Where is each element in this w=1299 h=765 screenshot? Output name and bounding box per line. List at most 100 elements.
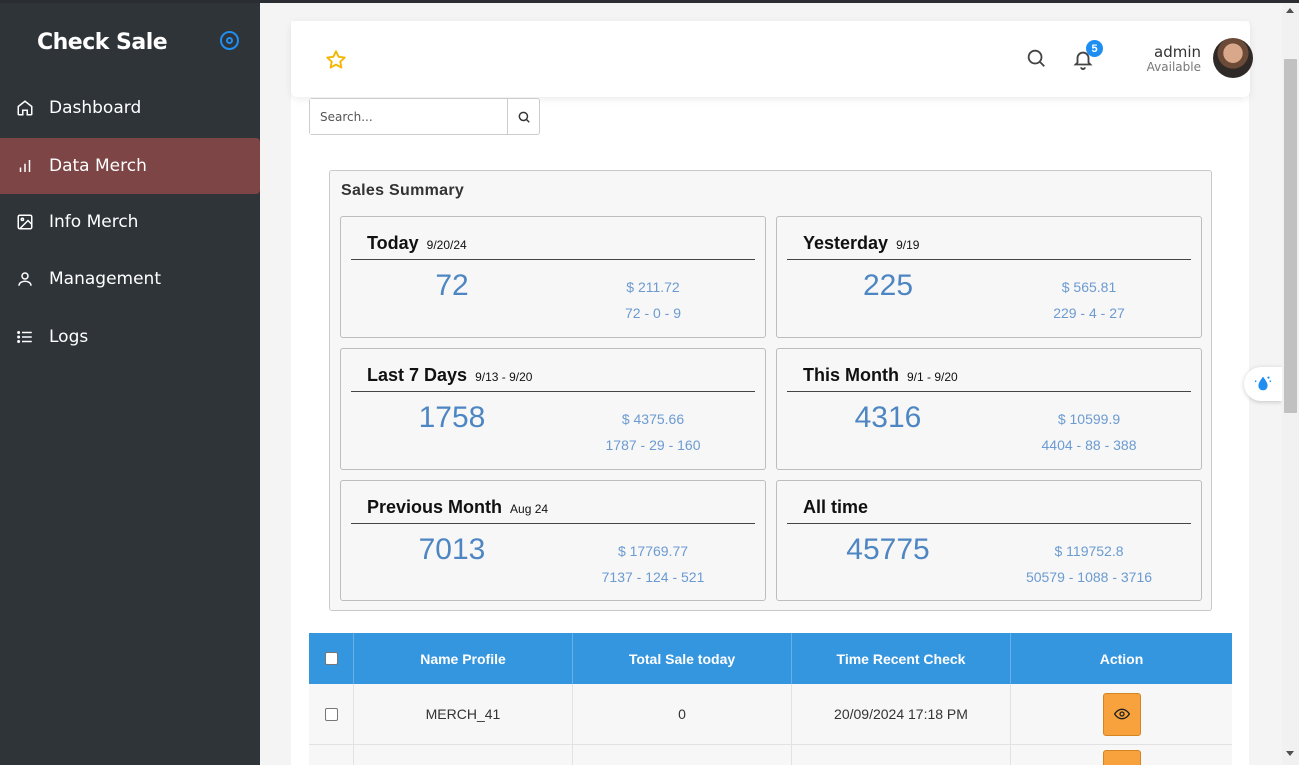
cell-name <box>354 745 573 765</box>
card-breakdown: 4404 - 88 - 388 <box>1041 437 1137 453</box>
eye-icon <box>1113 708 1130 720</box>
cell-time <box>792 745 1011 765</box>
summary-card-last-7-days: Last 7 Days 9/13 - 9/20 1758 $ 4375.66 17… <box>340 348 766 470</box>
card-header: Yesterday 9/19 <box>787 227 1191 260</box>
top-navbar: 5 admin Available <box>291 21 1253 97</box>
sidebar-item-label: Logs <box>49 327 89 347</box>
table-row <box>309 745 1232 765</box>
card-date-range: Aug 24 <box>510 502 549 516</box>
card-title-text: All time <box>803 497 869 517</box>
cell-action <box>1011 684 1232 744</box>
table-row: MERCH_41 0 20/09/2024 17:18 PM <box>309 684 1232 745</box>
card-title-text: Today <box>367 233 419 253</box>
sales-summary: Sales Summary Today 9/20/24 72 $ 211.72 7… <box>329 170 1212 611</box>
scroll-thumb[interactable] <box>1284 59 1297 413</box>
card-revenue: $ 565.81 <box>1061 279 1117 295</box>
scroll-up-arrow-icon[interactable] <box>1286 8 1294 13</box>
select-all-checkbox[interactable] <box>324 652 338 665</box>
card-revenue: $ 4375.66 <box>621 411 685 427</box>
cell-action <box>1011 745 1232 765</box>
card-header: This Month 9/1 - 9/20 <box>787 359 1191 392</box>
vertical-scrollbar[interactable] <box>1282 3 1299 765</box>
search-icon[interactable] <box>1025 47 1047 69</box>
home-icon <box>16 99 34 117</box>
user-status: Available <box>1146 60 1201 74</box>
card-title-text: Previous Month <box>367 497 503 517</box>
card-count: 1758 <box>418 401 486 434</box>
column-header-time[interactable]: Time Recent Check <box>792 633 1011 684</box>
sidebar-item-management[interactable]: Management <box>0 251 260 307</box>
search-input[interactable] <box>310 99 507 134</box>
card-count: 7013 <box>418 533 486 566</box>
card-date-range: 9/20/24 <box>426 238 467 252</box>
user-name[interactable]: admin <box>1154 43 1201 61</box>
cell-time: 20/09/2024 17:18 PM <box>792 684 1011 744</box>
theme-widget-button[interactable] <box>1244 367 1282 401</box>
card-breakdown: 229 - 4 - 27 <box>1053 305 1125 321</box>
card-header: All time <box>787 491 1191 524</box>
card-title: Today 9/20/24 <box>367 233 467 254</box>
table-header: Name Profile Total Sale today Time Recen… <box>309 633 1232 684</box>
bar-chart-icon <box>16 157 34 175</box>
card-count: 45775 <box>846 533 930 566</box>
card-revenue: $ 211.72 <box>626 279 680 295</box>
scroll-down-arrow-icon[interactable] <box>1286 751 1294 756</box>
summary-card-today: Today 9/20/24 72 $ 211.72 72 - 0 - 9 <box>340 216 766 338</box>
card-title: This Month 9/1 - 9/20 <box>803 365 958 386</box>
user-icon <box>16 270 34 288</box>
summary-card-this-month: This Month 9/1 - 9/20 4316 $ 10599.9 4404… <box>776 348 1202 470</box>
card-count: 4316 <box>854 401 922 434</box>
search-button[interactable] <box>507 99 539 134</box>
summary-card-all-time: All time 45775 $ 119752.8 50579 - 1088 -… <box>776 480 1202 601</box>
card-header: Today 9/20/24 <box>351 227 755 260</box>
sidebar-toggle-icon[interactable] <box>220 31 239 50</box>
column-header-total[interactable]: Total Sale today <box>573 633 792 684</box>
card-revenue: $ 17769.77 <box>617 543 689 559</box>
view-button[interactable] <box>1102 692 1141 736</box>
window-top-border <box>0 0 1299 3</box>
sidebar-item-label: Management <box>49 269 161 289</box>
card-header: Last 7 Days 9/13 - 9/20 <box>351 359 755 392</box>
row-select-cell <box>309 684 354 744</box>
card-title-text: Last 7 Days <box>367 365 468 385</box>
card-title: Previous Month Aug 24 <box>367 497 548 518</box>
card-title: Yesterday 9/19 <box>803 233 919 254</box>
row-select-cell <box>309 745 354 765</box>
cell-total: 0 <box>573 684 792 744</box>
sidebar-item-label: Info Merch <box>49 212 139 232</box>
summary-card-previous-month: Previous Month Aug 24 7013 $ 17769.77 713… <box>340 480 766 601</box>
list-icon <box>16 328 34 346</box>
card-breakdown: 50579 - 1088 - 3716 <box>1025 569 1153 585</box>
sidebar-item-logs[interactable]: Logs <box>0 309 260 365</box>
avatar[interactable] <box>1213 38 1253 78</box>
sidebar-item-label: Data Merch <box>49 156 147 176</box>
summary-title: Sales Summary <box>341 182 465 199</box>
card-title: Last 7 Days 9/13 - 9/20 <box>367 365 532 386</box>
sidebar-item-label: Dashboard <box>49 98 142 118</box>
row-checkbox[interactable] <box>324 707 338 721</box>
summary-card-yesterday: Yesterday 9/19 225 $ 565.81 229 - 4 - 27 <box>776 216 1202 338</box>
card-title-text: This Month <box>803 365 899 385</box>
droplet-icon <box>1254 376 1272 391</box>
brand-logo[interactable]: Check Sale <box>37 30 168 55</box>
card-header: Previous Month Aug 24 <box>351 491 755 524</box>
select-all-cell <box>309 633 354 684</box>
card-revenue: $ 10599.9 <box>1057 411 1121 427</box>
card-breakdown: 1787 - 29 - 160 <box>605 437 701 453</box>
card-count: 225 <box>862 269 914 302</box>
card-breakdown: 72 - 0 - 9 <box>624 305 682 321</box>
card-count: 72 <box>435 269 469 302</box>
sidebar-item-info-merch[interactable]: Info Merch <box>0 194 260 250</box>
bell-icon[interactable] <box>1072 47 1094 71</box>
view-button[interactable] <box>1102 750 1141 765</box>
card-date-range: 9/13 - 9/20 <box>475 370 533 384</box>
cell-name: MERCH_41 <box>354 684 573 744</box>
column-header-name[interactable]: Name Profile <box>354 633 573 684</box>
cell-total <box>573 745 792 765</box>
search-icon <box>518 111 530 123</box>
star-icon[interactable] <box>325 49 347 71</box>
card-title-text: Yesterday <box>803 233 889 253</box>
sidebar-item-dashboard[interactable]: Dashboard <box>0 80 260 136</box>
card-date-range: 9/19 <box>896 238 920 252</box>
sidebar-item-data-merch[interactable]: Data Merch <box>0 138 260 194</box>
